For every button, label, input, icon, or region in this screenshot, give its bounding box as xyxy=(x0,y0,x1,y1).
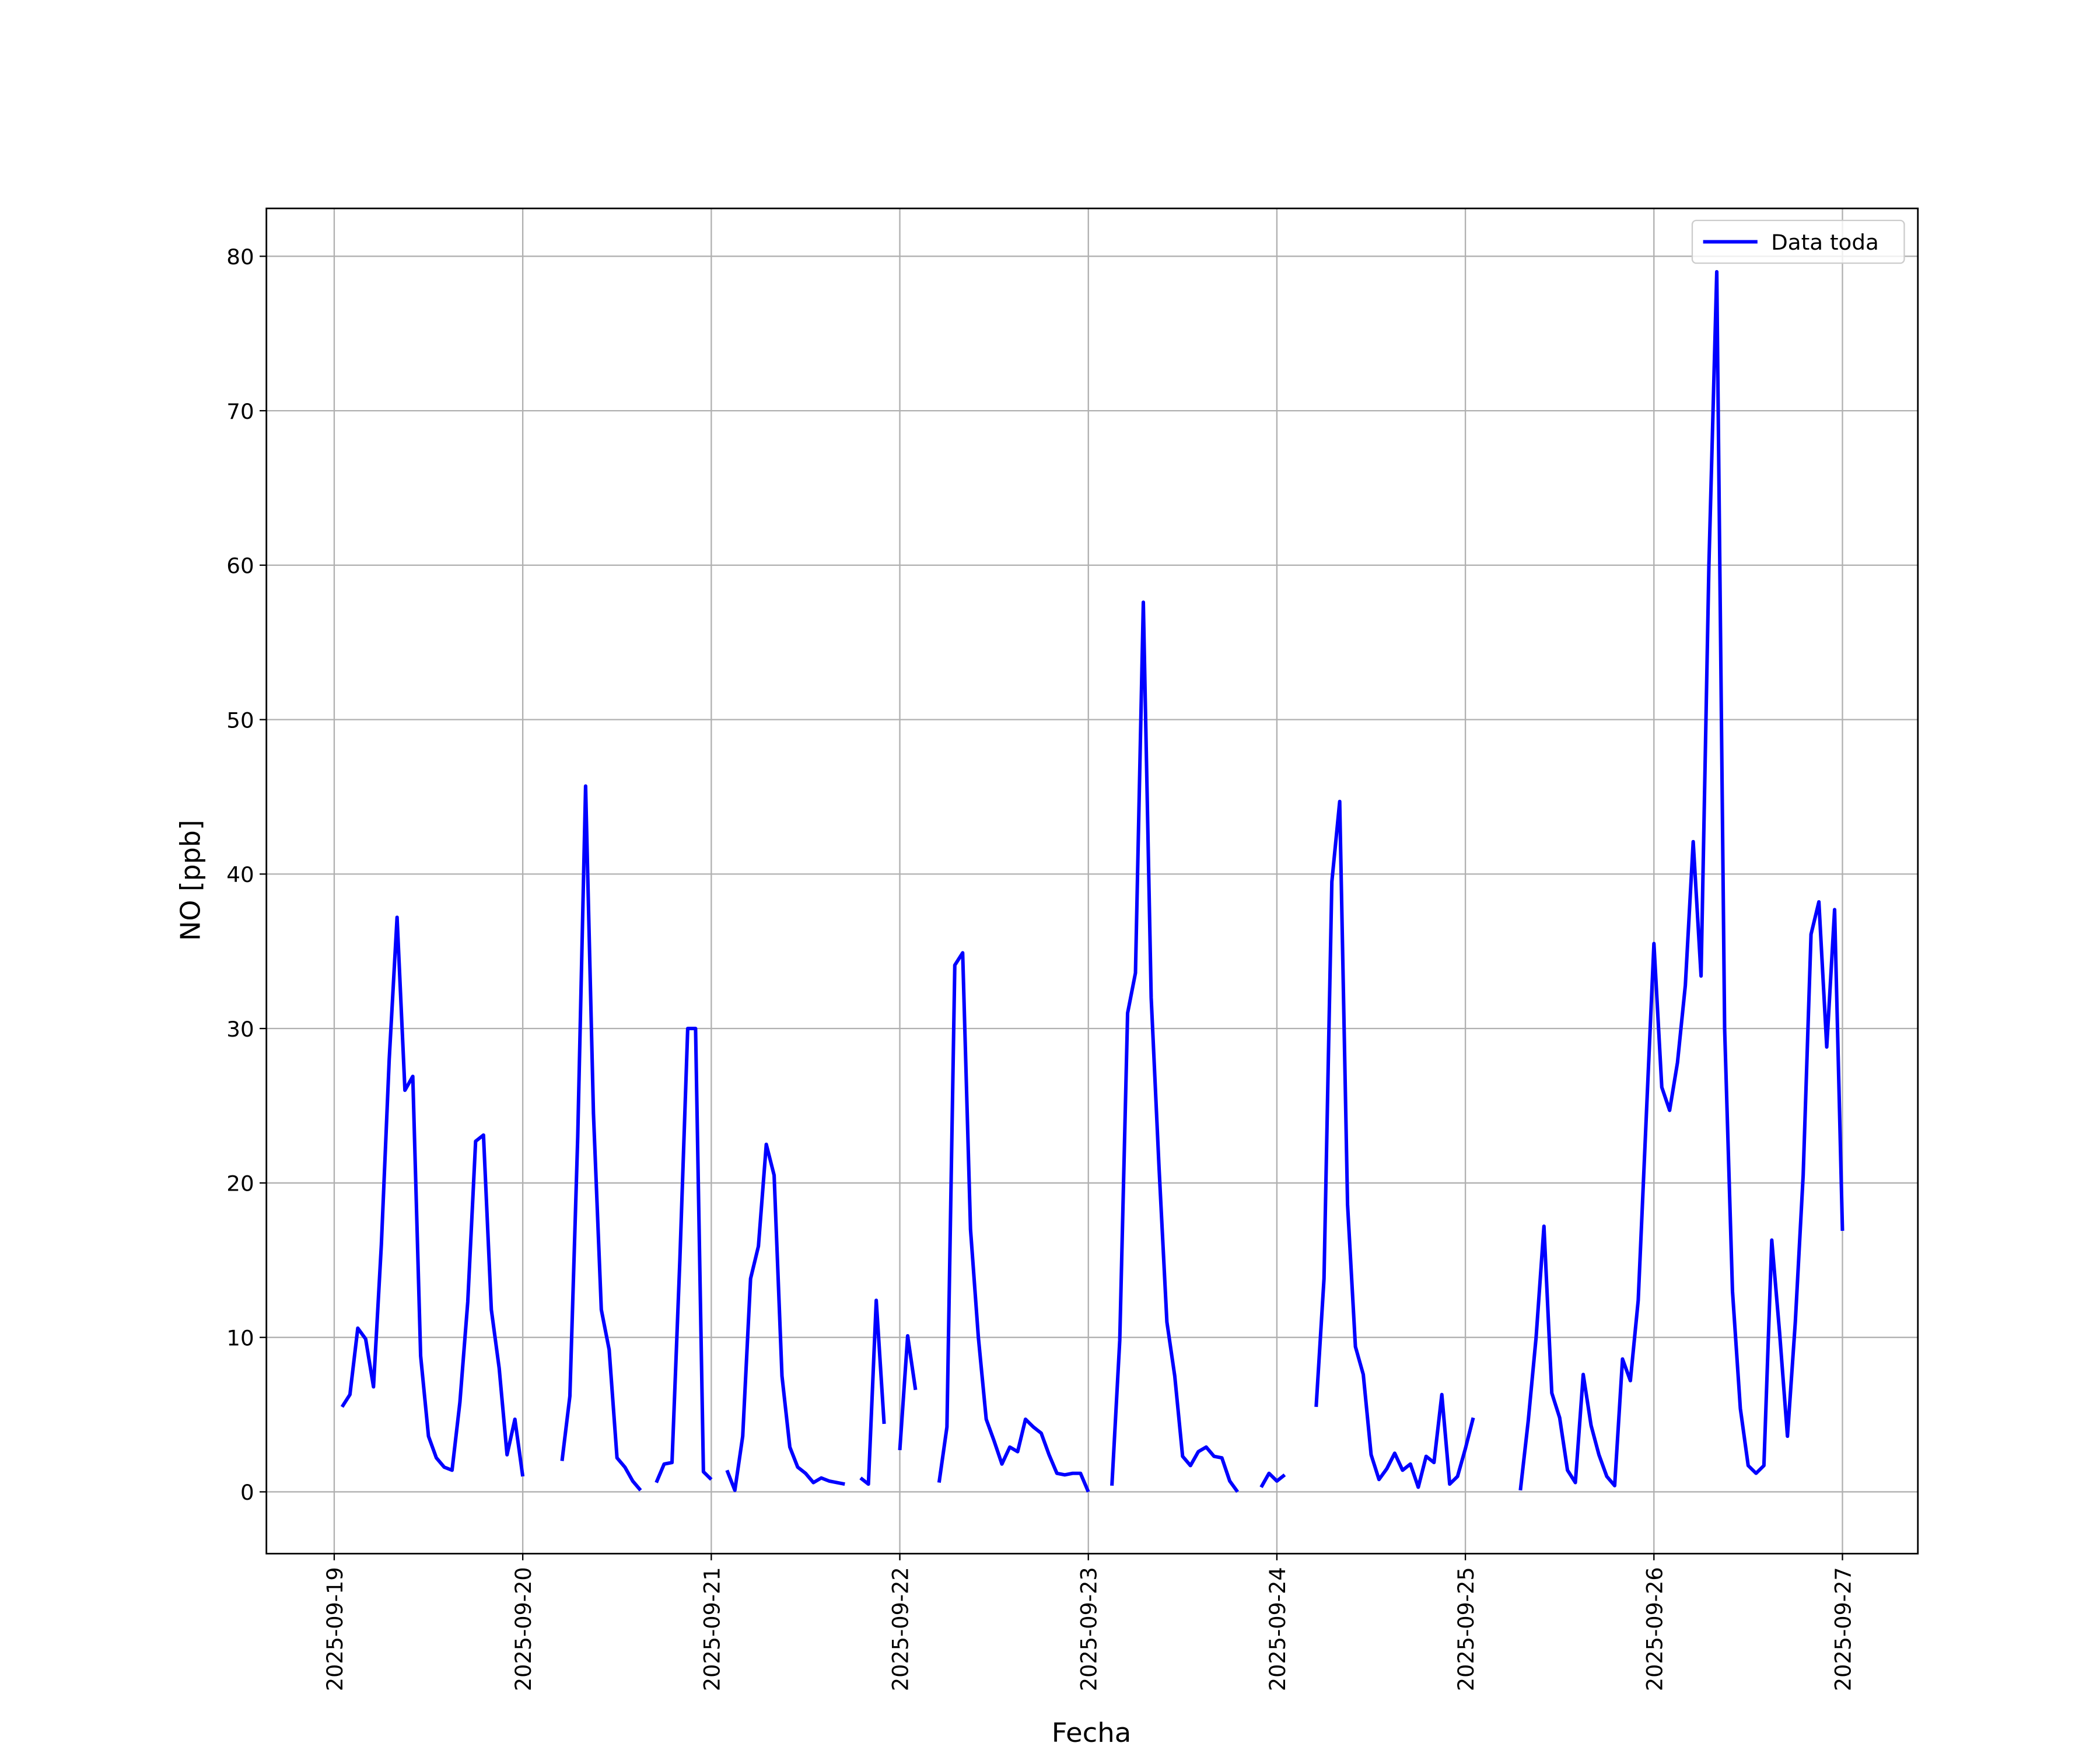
y-tick-label: 60 xyxy=(226,554,254,579)
x-tick-label: 2025-09-20 xyxy=(511,1567,536,1691)
x-tick-label: 2025-09-23 xyxy=(1076,1567,1101,1691)
y-tick-label: 10 xyxy=(226,1326,254,1351)
x-tick-label: 2025-09-25 xyxy=(1454,1567,1479,1691)
y-tick-label: 0 xyxy=(240,1480,254,1505)
x-tick-label: 2025-09-27 xyxy=(1831,1567,1856,1691)
data-line xyxy=(340,270,1845,1493)
plot xyxy=(340,270,1845,1493)
x-tick-label: 2025-09-21 xyxy=(699,1567,724,1691)
y-axis-label: NO [ppb] xyxy=(174,820,206,941)
x-axis-label: Fecha xyxy=(1052,1717,1132,1749)
y-tick-label: 50 xyxy=(226,708,254,733)
x-tick-label: 2025-09-26 xyxy=(1642,1567,1667,1691)
x-tick-label: 2025-09-22 xyxy=(888,1567,913,1691)
grid xyxy=(266,208,1918,1554)
x-tick-label: 2025-09-24 xyxy=(1265,1567,1290,1691)
y-tick-label: 30 xyxy=(226,1017,254,1042)
legend: Data toda xyxy=(1691,219,1905,264)
legend-label: Data toda xyxy=(1771,230,1879,256)
y-tick-label: 70 xyxy=(226,399,254,424)
axes: 0 10 20 30 40 50 60 70 80 2025-09-19 2025-09-20 202… xyxy=(226,244,1856,1691)
y-tick-label: 40 xyxy=(226,862,254,887)
legend-box xyxy=(1691,219,1905,264)
y-tick-label: 80 xyxy=(226,244,254,270)
y-tick-label: 20 xyxy=(226,1171,254,1196)
plot-frame xyxy=(265,207,1919,1555)
x-tick-label: 2025-09-19 xyxy=(323,1567,348,1691)
